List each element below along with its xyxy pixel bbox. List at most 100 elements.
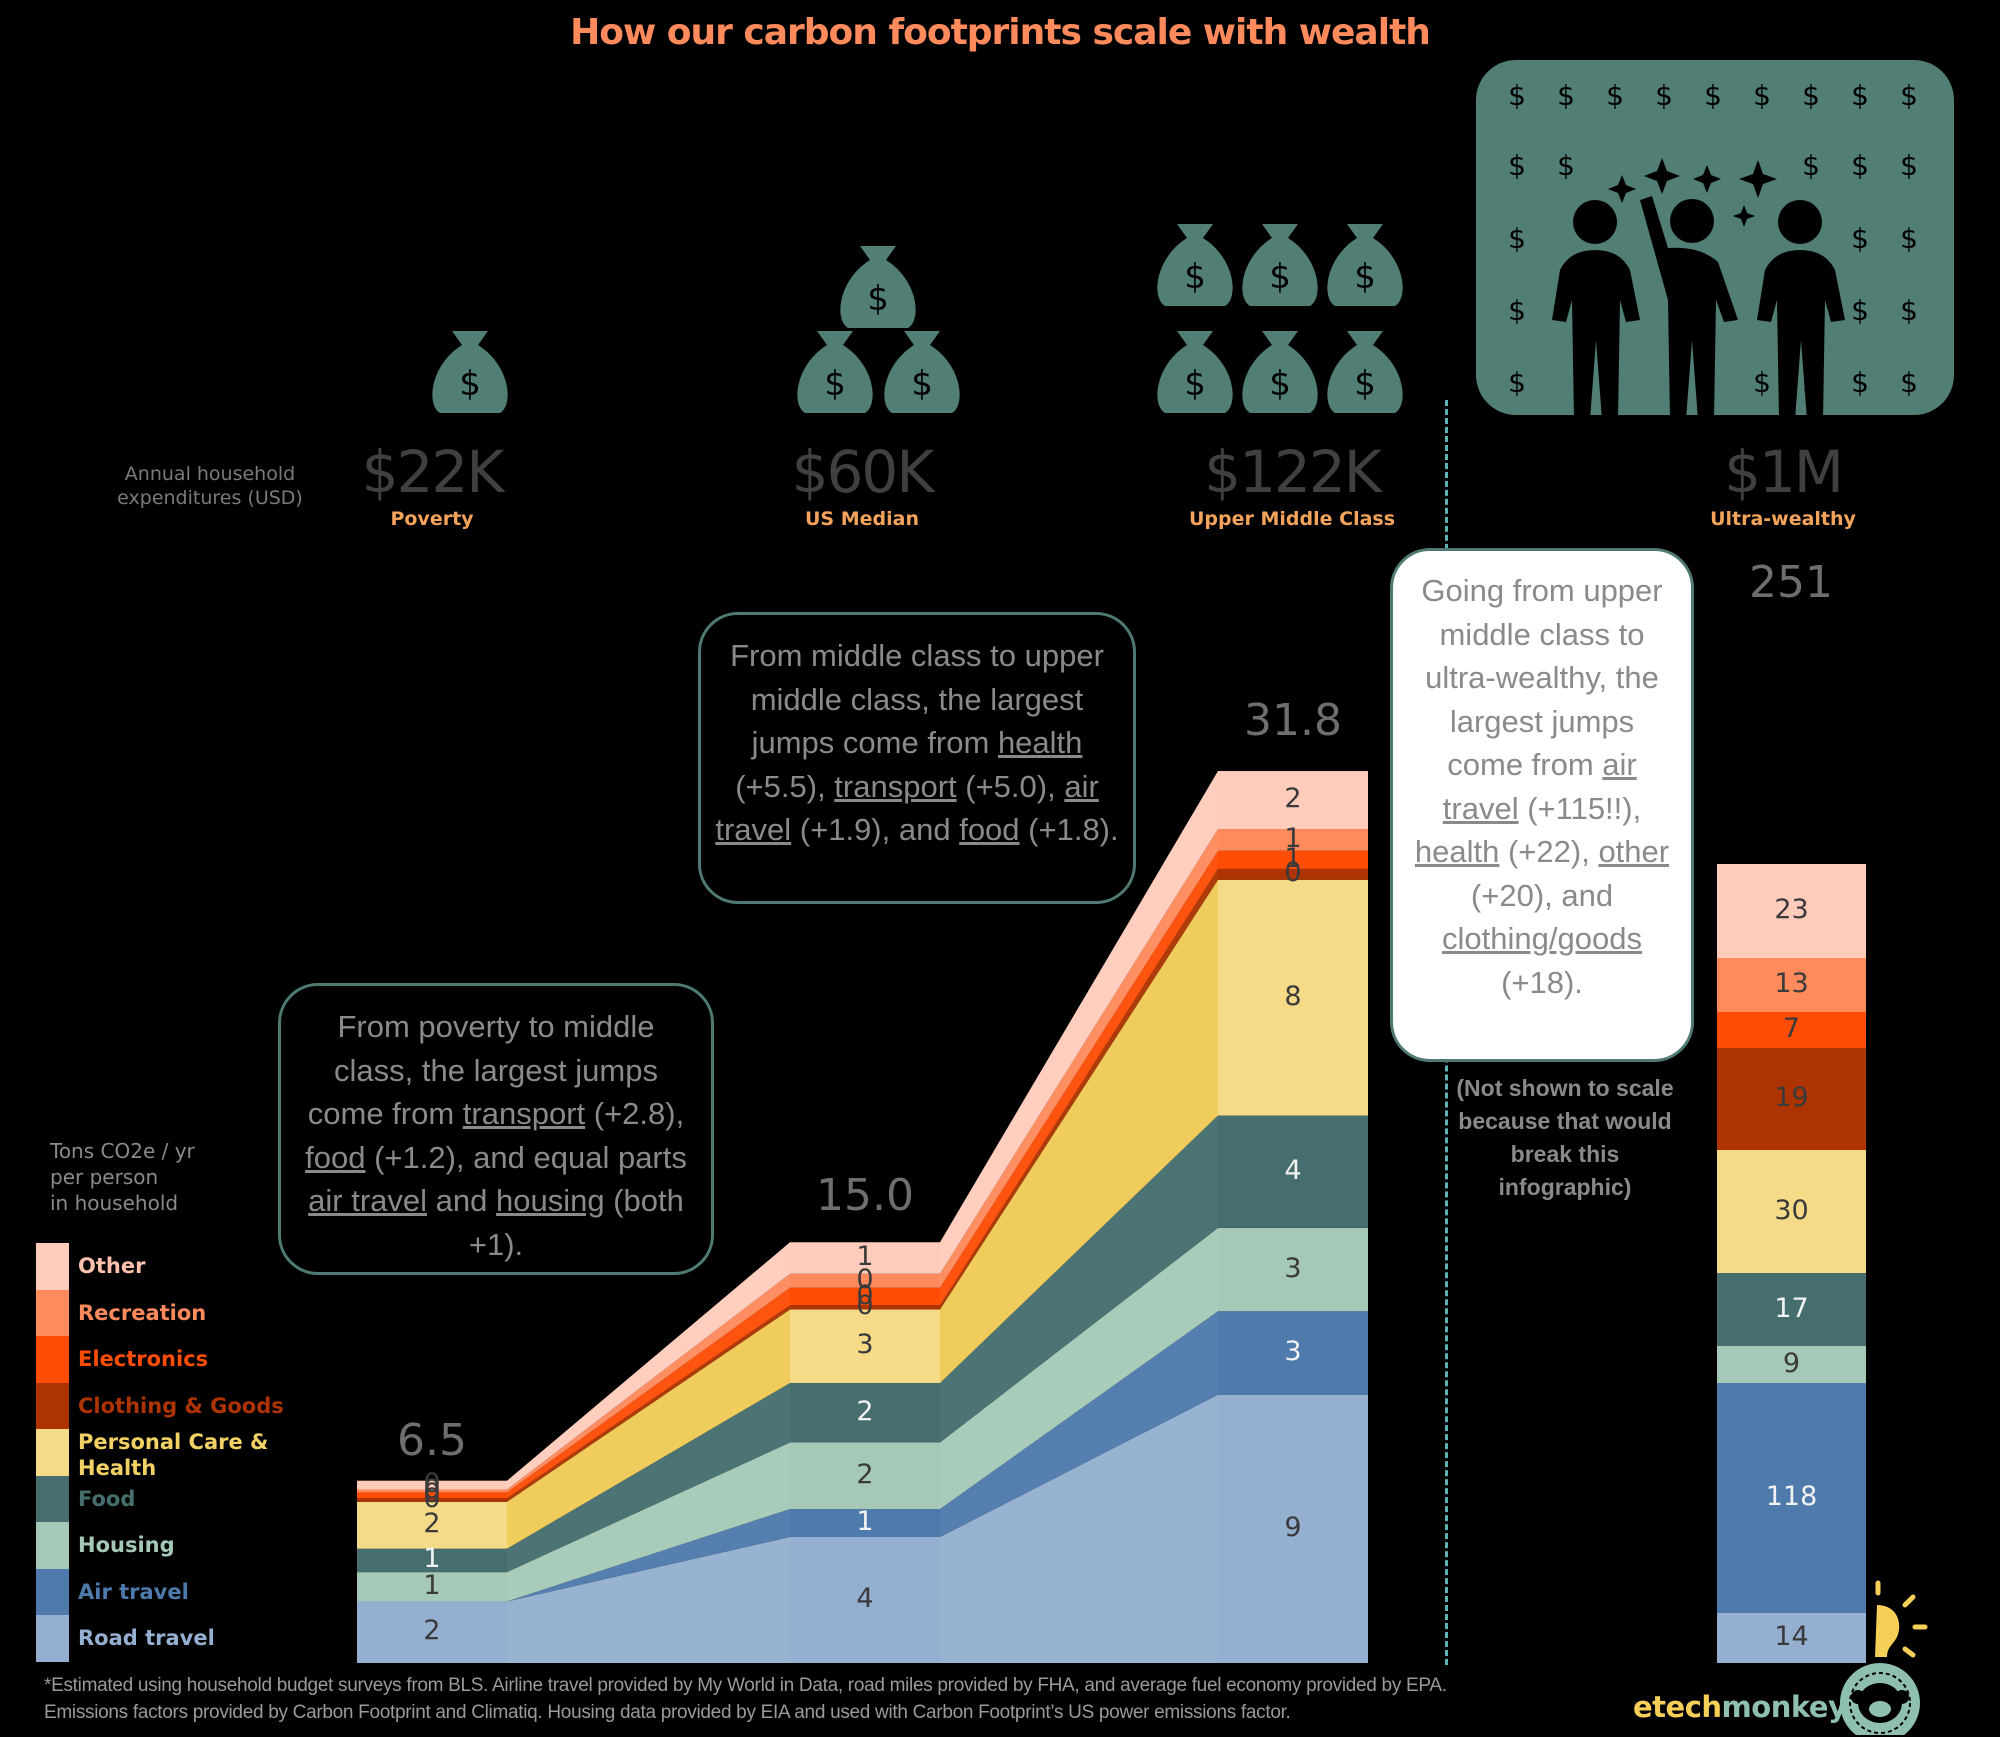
footnote: *Estimated using household budget survey… (44, 1672, 1447, 1726)
legend-label: Electronics (78, 1347, 209, 1371)
segment-value-label: 1 (856, 1505, 874, 1537)
bar-segment (1218, 1394, 1368, 1663)
segment-value-label: 0 (423, 1473, 441, 1505)
area-connector (507, 1442, 790, 1602)
area-connector (507, 1242, 790, 1490)
footnote-line: Emissions factors provided by Carbon Foo… (44, 1702, 1291, 1723)
tier-amount-median: $60K (791, 438, 935, 506)
monkey-lightbulb-icon (1840, 1580, 1928, 1735)
svg-text:$: $ (1851, 222, 1869, 255)
ultra-bar-segment (1717, 864, 1866, 958)
bar-segment (1218, 771, 1368, 830)
bar-segment (357, 1498, 507, 1502)
segment-value-label: 13 (1774, 968, 1809, 999)
area-connector (507, 1309, 790, 1549)
bar-segment (357, 1572, 507, 1602)
svg-text:$: $ (1557, 149, 1575, 182)
legend-swatch (36, 1429, 69, 1476)
area-connector (940, 771, 1218, 1274)
legend-label: Air travel (78, 1579, 189, 1604)
area-connector (507, 1305, 790, 1502)
bar-segment (790, 1305, 940, 1310)
legend-label: Clothing & Goods (78, 1393, 284, 1418)
callout-upper-to-ultra: Going from upper middle class to ultra-w… (1390, 548, 1694, 1062)
ultra-bar-segment (1717, 1012, 1866, 1048)
area-connector (940, 1227, 1218, 1509)
svg-text:$: $ (1508, 366, 1526, 399)
segment-value-label: 1 (423, 1543, 441, 1575)
total-upper-middle: 31.8 (1244, 695, 1342, 746)
segment-value-label: 0 (423, 1468, 441, 1500)
svg-text:$: $ (1900, 222, 1918, 255)
area-connector (507, 1536, 790, 1663)
svg-text:$: $ (1606, 79, 1624, 112)
segment-value-label: 0 (856, 1290, 874, 1322)
area-connector (507, 1273, 790, 1493)
brand-logo: etechmonkey (1633, 1690, 1847, 1724)
legend-label: Food (78, 1486, 136, 1511)
ultra-bar-segment (1717, 1613, 1866, 1663)
segment-value-label: 9 (1782, 1347, 1801, 1379)
footnote-line: *Estimated using household budget survey… (44, 1675, 1447, 1696)
bar-segment (357, 1501, 507, 1549)
bar-segment (357, 1480, 507, 1490)
tier-amount-ultra: $1M (1724, 438, 1844, 506)
moneybag-illustrations: $ $$$$$$$$$ $$$$$ $$$ $$$ $$$$$ (432, 60, 1954, 420)
tier-amount-upper-middle: $122K (1204, 438, 1382, 506)
brand-name-part1: etech (1633, 1690, 1722, 1724)
svg-text:$: $ (1557, 79, 1575, 112)
callout-middle-to-upper: From middle class to upper middle class,… (698, 612, 1136, 904)
segment-value-label: 4 (1284, 1154, 1302, 1186)
bar-segment (357, 1548, 507, 1573)
total-median: 15.0 (816, 1170, 914, 1221)
bar-segment (357, 1492, 507, 1499)
area-connector (940, 1115, 1218, 1443)
tier-amount-poverty: $22K (361, 438, 505, 506)
bar-segment (790, 1287, 940, 1306)
segment-value-label: 0 (856, 1263, 874, 1295)
area-connector (940, 868, 1218, 1310)
bar-segment (1218, 850, 1368, 869)
legend-swatch (36, 1522, 69, 1569)
segment-value-label: 1 (423, 1569, 441, 1601)
segment-value-label: 118 (1765, 1481, 1818, 1512)
svg-text:$: $ (1900, 294, 1918, 327)
bar-segment (1218, 829, 1368, 851)
legend-swatch (36, 1475, 69, 1522)
svg-text:$: $ (1655, 79, 1673, 112)
segment-value-label: 0 (1284, 857, 1302, 889)
svg-text:$: $ (1508, 222, 1526, 255)
ultra-bar-segment (1717, 1048, 1866, 1150)
svg-text:$: $ (1508, 149, 1526, 182)
bar-segment (790, 1273, 940, 1288)
legend-swatch (36, 1336, 69, 1383)
bar-segment (790, 1442, 940, 1509)
legend-label: Recreation (78, 1300, 207, 1325)
svg-text:$: $ (1802, 79, 1820, 112)
segment-value-label: 8 (1284, 980, 1302, 1012)
bar-segment (790, 1309, 940, 1383)
segment-value-label: 0 (423, 1478, 441, 1510)
legend-swatch (36, 1615, 69, 1662)
svg-text:$: $ (1753, 366, 1771, 399)
segment-value-label: 3 (856, 1329, 874, 1361)
callout-poverty-to-middle: From poverty to middle class, the larges… (278, 983, 714, 1275)
unit-label-line: in household (50, 1191, 179, 1215)
ultra-bar-segment (1717, 1346, 1866, 1383)
segment-value-label: 2 (423, 1615, 441, 1647)
ultra-bar-segment (1717, 1273, 1866, 1346)
ultra-bar-segment (1717, 1150, 1866, 1273)
moneybag-grid-icon: $$$$$$$$$ $$$$$ $$$ $$$ $$$$$ (1476, 60, 1954, 420)
legend-swatch (36, 1243, 69, 1290)
svg-text:$: $ (1508, 294, 1526, 327)
bar-segment (1218, 1115, 1368, 1228)
svg-text:$: $ (1802, 149, 1820, 182)
segment-value-label: 30 (1774, 1194, 1809, 1226)
bar-segment (357, 1601, 507, 1663)
segment-value-label: 2 (856, 1395, 874, 1427)
legend-label: Other (78, 1254, 146, 1278)
legend-swatch (36, 1289, 69, 1336)
segment-value-label: 17 (1774, 1292, 1809, 1324)
svg-text:$: $ (1900, 79, 1918, 112)
